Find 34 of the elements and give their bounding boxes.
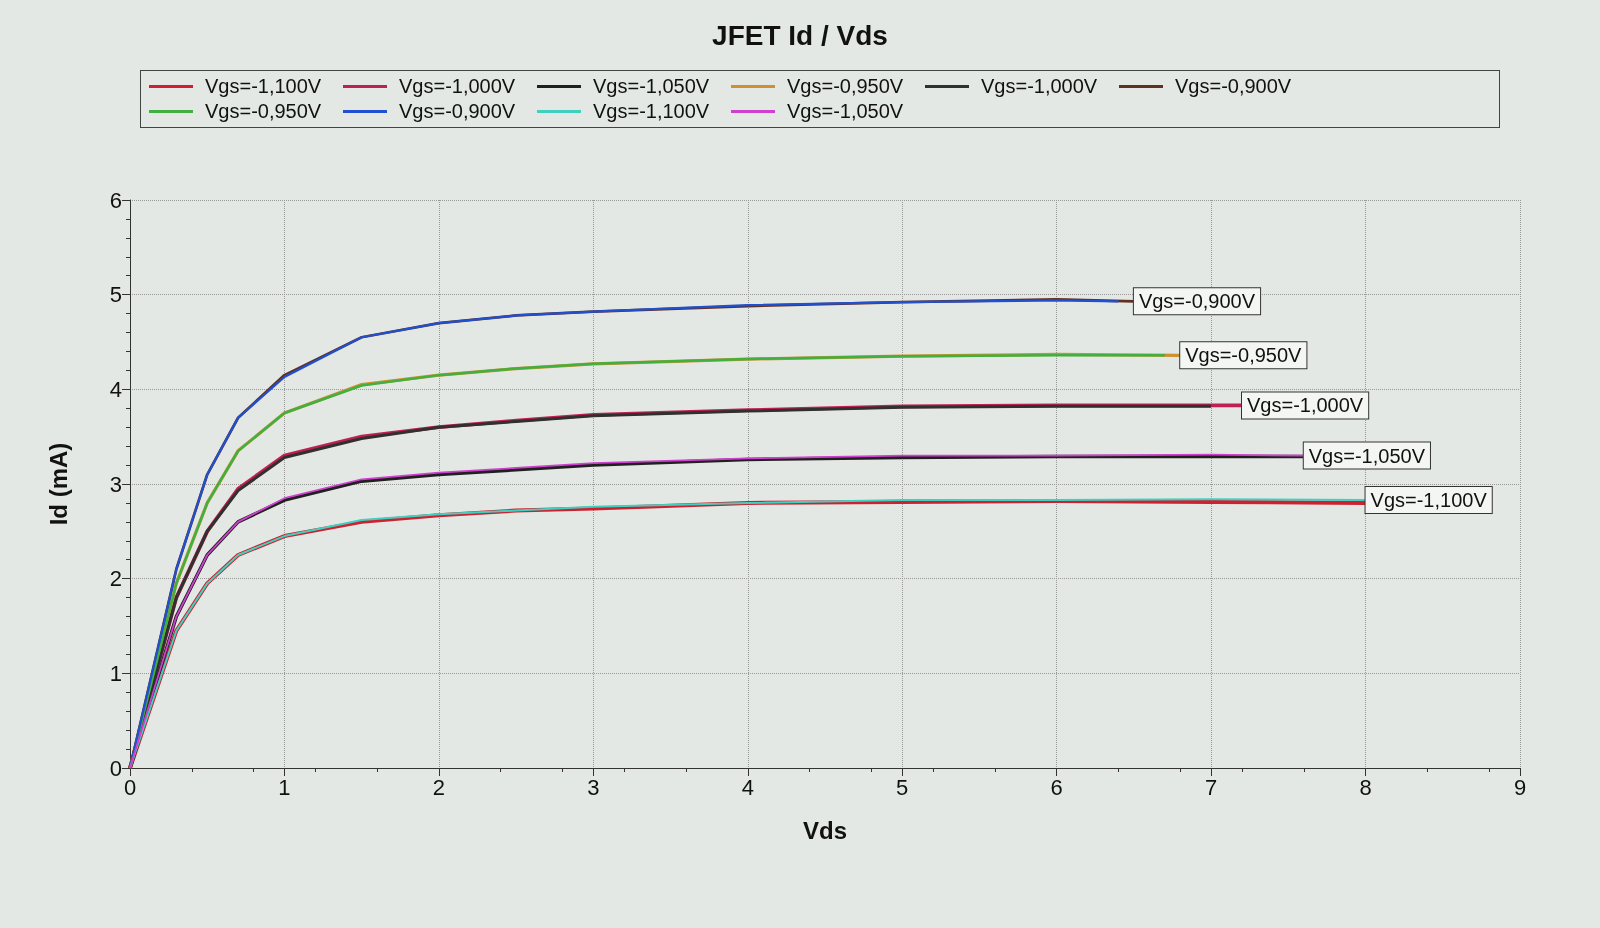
annotation: Vgs=-0,900V <box>1138 290 1256 313</box>
legend-label: Vgs=-1,050V <box>593 75 710 98</box>
annotation: Vgs=-0,950V <box>1185 344 1303 367</box>
y-tick-label: 3 <box>109 471 122 497</box>
x-tick-label: 9 <box>1513 774 1527 800</box>
legend-label: Vgs=-0,900V <box>399 100 516 123</box>
annotation: Vgs=-1,100V <box>1370 489 1488 512</box>
legend-label: Vgs=-0,900V <box>1175 75 1292 98</box>
y-axis-title: Id (mA) <box>44 442 72 526</box>
x-tick-label: 3 <box>587 774 600 800</box>
legend-label: Vgs=-1,000V <box>399 75 516 98</box>
legend-label: Vgs=-1,100V <box>205 75 322 98</box>
x-tick-label: 2 <box>432 774 446 800</box>
y-tick-label: 2 <box>109 566 122 592</box>
x-tick-label: 6 <box>1050 774 1063 800</box>
x-axis-title: Vds <box>802 816 848 844</box>
legend-label: Vgs=-1,000V <box>981 75 1098 98</box>
annotation: Vgs=-1,050V <box>1308 444 1426 467</box>
legend-label: Vgs=-0,950V <box>205 100 322 123</box>
annotation: Vgs=-1,000V <box>1247 394 1364 417</box>
x-tick-label: 5 <box>896 774 909 800</box>
y-tick-label: 5 <box>109 282 122 308</box>
legend-label: Vgs=-1,100V <box>593 100 710 123</box>
x-tick-label: 7 <box>1204 774 1218 800</box>
y-tick-label: 6 <box>109 187 122 213</box>
y-tick-label: 1 <box>109 660 122 686</box>
legend-label: Vgs=-0,950V <box>787 75 904 98</box>
chart-title: JFET Id / Vds <box>711 20 889 52</box>
legend-label: Vgs=-1,050V <box>787 100 904 123</box>
y-tick-label: 4 <box>109 376 122 402</box>
x-tick-label: 1 <box>278 774 291 800</box>
y-tick-label: 0 <box>109 755 122 781</box>
x-tick-label: 8 <box>1359 774 1372 800</box>
x-tick-label: 4 <box>741 774 754 800</box>
